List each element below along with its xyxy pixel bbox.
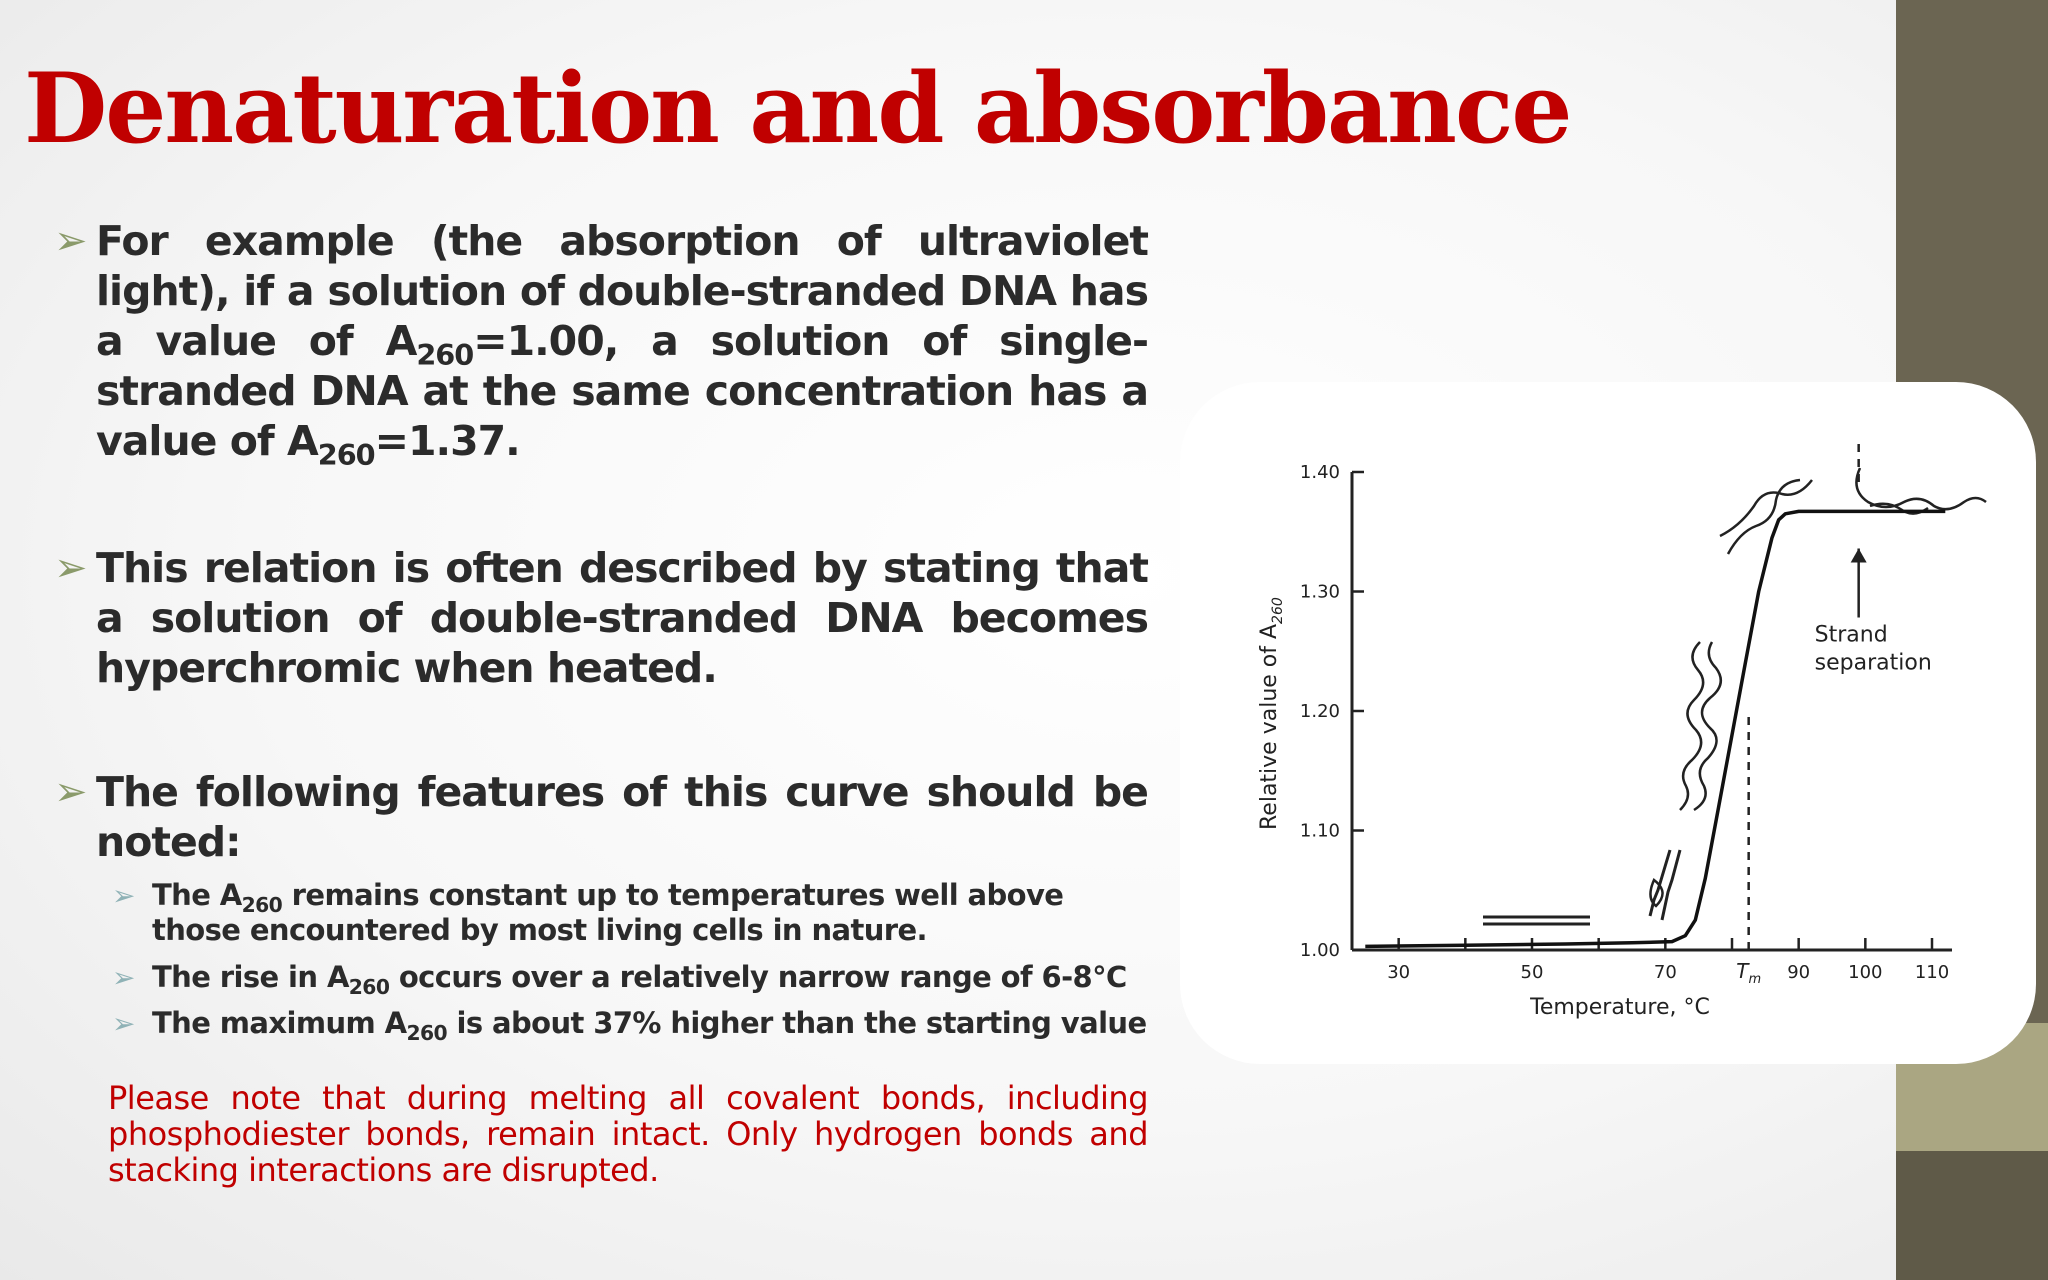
x-tick-label: 50 bbox=[1521, 962, 1544, 983]
sub-bullet-text: The A bbox=[152, 878, 242, 912]
bullet-text: =1.00, a solution of single-stranded DNA… bbox=[96, 317, 1149, 465]
sub-bullet-rise: ➢ The rise in A260 occurs over a relativ… bbox=[112, 960, 1148, 997]
bullet-absorbance-example: ➢ For example (the absorption of ultravi… bbox=[54, 216, 1149, 469]
x-axis-label: Temperature, °C bbox=[1529, 995, 1710, 1020]
sub-bullet-text: occurs over a relatively narrow range of… bbox=[389, 960, 1127, 994]
slide-title: Denaturation and absorbance bbox=[24, 52, 1572, 165]
bullet-text: For example (the absorption of ultraviol… bbox=[96, 217, 1149, 365]
sub-bullet-text: is about 37% higher than the starting va… bbox=[447, 1006, 1147, 1040]
subscript: 260 bbox=[348, 975, 390, 1000]
bullet-text: =1.37. bbox=[374, 417, 521, 465]
bullet-curve-features: ➢ The following features of this curve s… bbox=[54, 767, 1149, 867]
annotation-separation: separation bbox=[1815, 651, 1932, 676]
dna-strand-sketch bbox=[1693, 641, 1723, 812]
bullet-text: This relation is often described by stat… bbox=[96, 544, 1149, 692]
x-tick-label: 30 bbox=[1387, 962, 1410, 983]
tm-label-text: T bbox=[1736, 959, 1750, 983]
dna-strand-sketch bbox=[1679, 641, 1705, 811]
subscript: 260 bbox=[406, 1021, 447, 1046]
arrowhead-bullet-icon: ➢ bbox=[112, 961, 135, 994]
arrowhead-bullet-icon: ➢ bbox=[112, 879, 135, 912]
subscript: 260 bbox=[317, 438, 376, 473]
y-axis-label: Relative value of A260 bbox=[1257, 597, 1286, 830]
bullet-text: The following features of this curve sho… bbox=[96, 768, 1149, 866]
tm-tick-label: Tm bbox=[1736, 959, 1761, 987]
strand-separation-arrowhead bbox=[1850, 548, 1867, 563]
tm-label-subscript: m bbox=[1748, 972, 1761, 987]
dna-single-strand-sketch bbox=[1719, 478, 1813, 555]
bullet-hyperchromic: ➢ This relation is often described by st… bbox=[54, 543, 1149, 693]
arrowhead-bullet-icon: ➢ bbox=[54, 769, 88, 815]
y-axis: 1.00 1.10 1.20 1.30 1.40 bbox=[1300, 462, 1364, 961]
y-tick-label: 1.10 bbox=[1300, 821, 1340, 842]
covalent-bonds-note: Please note that during melting all cova… bbox=[108, 1079, 1149, 1189]
subscript: 260 bbox=[416, 338, 474, 373]
x-tick-label: 70 bbox=[1654, 962, 1677, 983]
strand-separation-annotation: Strand separation bbox=[1815, 444, 1932, 676]
sub-bullet-text: The rise in A bbox=[152, 960, 349, 994]
y-tick-label: 1.40 bbox=[1300, 462, 1340, 483]
sub-bullet-maximum: ➢ The maximum A260 is about 37% higher t… bbox=[112, 1006, 1148, 1043]
subscript: 260 bbox=[241, 893, 283, 918]
annotation-strand: Strand bbox=[1815, 623, 1888, 648]
x-tick-label: 100 bbox=[1848, 962, 1882, 983]
x-tick-label: 110 bbox=[1915, 962, 1949, 983]
arrowhead-bullet-icon: ➢ bbox=[54, 545, 88, 591]
arrowhead-bullet-icon: ➢ bbox=[54, 218, 88, 264]
dna-melting-sketch bbox=[1648, 849, 1682, 921]
y-axis-label-subscript: 260 bbox=[1270, 597, 1286, 624]
dna-bubble-sketch bbox=[1649, 878, 1664, 908]
melting-curve-line bbox=[1365, 509, 1946, 949]
y-tick-label: 1.20 bbox=[1300, 701, 1340, 722]
melting-curve-series bbox=[1365, 509, 1946, 950]
y-axis-label-text: Relative value of A bbox=[1257, 624, 1282, 830]
sub-bullet-text: remains constant up to temperatures well… bbox=[152, 878, 1064, 947]
side-band-bottom bbox=[1896, 1151, 2048, 1280]
y-tick-label: 1.00 bbox=[1300, 940, 1340, 961]
y-tick-label: 1.30 bbox=[1300, 582, 1340, 603]
x-tick-label: 90 bbox=[1787, 962, 1810, 983]
sub-bullet-constant: ➢ The A260 remains constant up to temper… bbox=[112, 878, 1148, 948]
arrowhead-bullet-icon: ➢ bbox=[112, 1007, 135, 1040]
dna-strand-sketches bbox=[1483, 467, 1987, 926]
melting-curve-chart: 1.00 1.10 1.20 1.30 1.40 30 50 70 90 100 110 Tm St… bbox=[1257, 444, 1987, 1020]
x-axis: 30 50 70 90 100 110 Tm bbox=[1352, 938, 1952, 987]
dna-single-strand-sketch bbox=[1855, 467, 1987, 515]
sub-bullet-text: The maximum A bbox=[152, 1006, 407, 1040]
